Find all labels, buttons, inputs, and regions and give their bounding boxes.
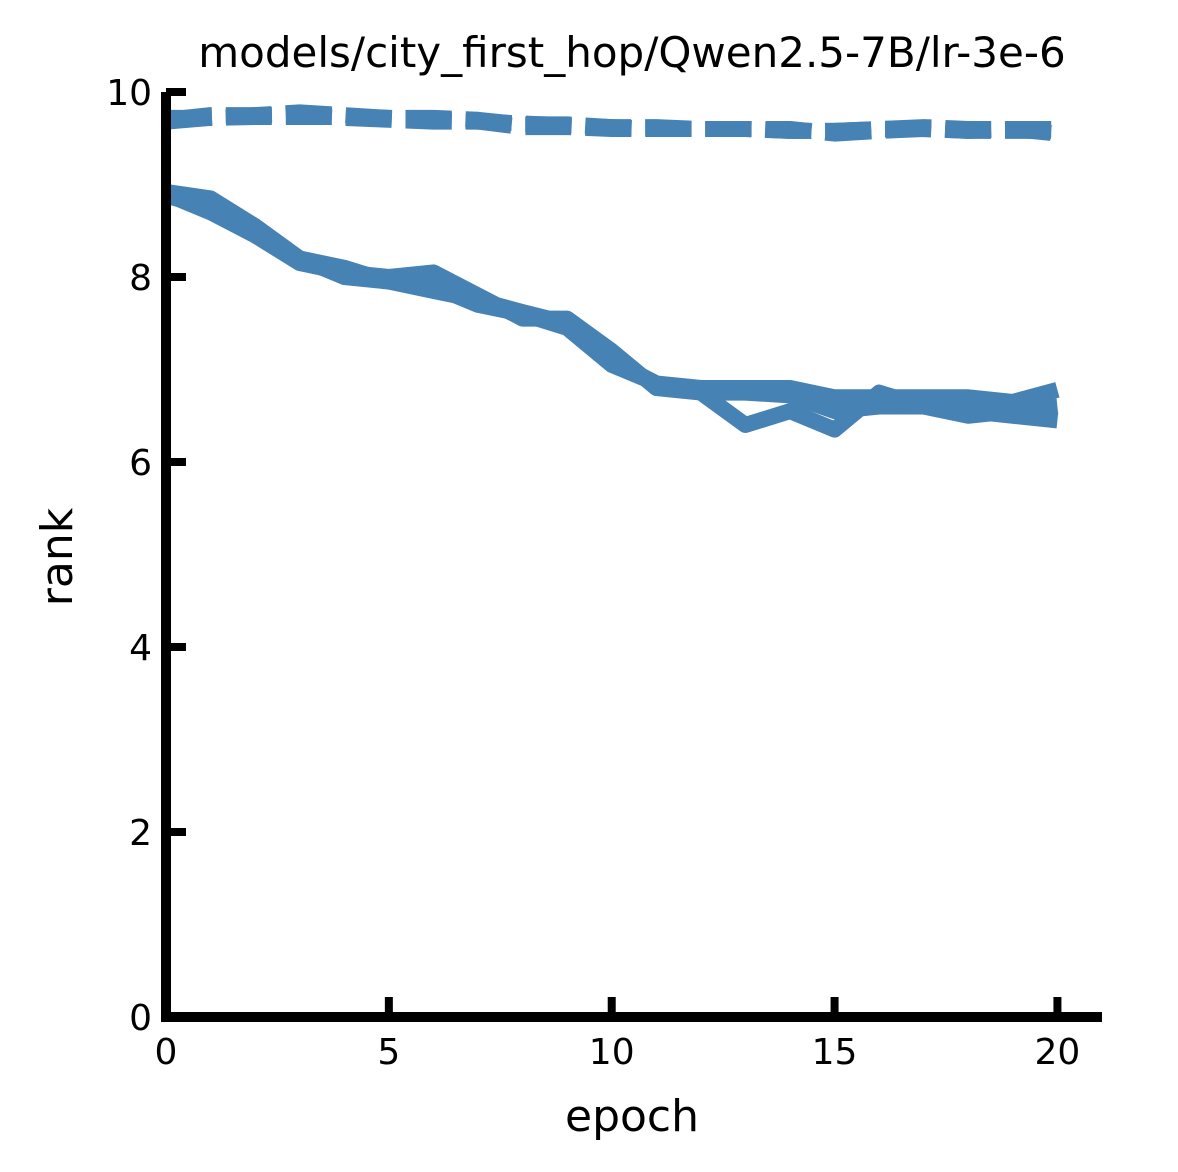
x-axis-label: epoch [565,1091,699,1142]
axes-layer: 0 5 10 15 20 0 2 4 6 8 10 [106,73,1102,1073]
y-tick-label-2: 2 [129,813,152,854]
dashed-series-line-6 [165,109,1059,142]
x-tick-label-20: 20 [1035,1032,1081,1073]
solid-series-line-1 [164,183,1059,429]
x-tick-label-10: 10 [589,1032,635,1073]
chart-title: models/city_first_hop/Qwen2.5-7B/lr-3e-6 [198,28,1065,77]
y-tick-label-6: 6 [129,443,152,484]
y-tick-label-10: 10 [106,73,152,114]
x-tick-label-15: 15 [812,1032,858,1073]
y-tick-label-0: 0 [129,998,152,1039]
y-tick-label-4: 4 [129,628,152,669]
y-axis-label: rank [32,507,83,606]
x-tick-label-0: 0 [155,1032,178,1073]
y-tick-label-8: 8 [129,258,152,299]
x-tick-label-5: 5 [377,1032,400,1073]
series-layer [162,104,1060,438]
solid-series-line-3 [163,187,1060,410]
